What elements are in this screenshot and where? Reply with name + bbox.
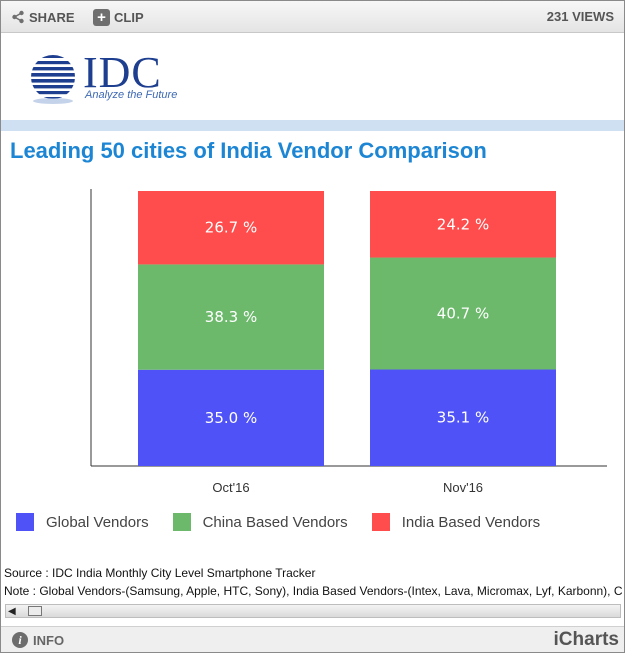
legend-label-global: Global Vendors bbox=[46, 513, 149, 531]
bar-segment-india-0[interactable] bbox=[138, 191, 324, 265]
stacked-bar-chart: 35.0 % 38.3 % 26.7 % 35.1 % 40.7 % 24.2 % Oct… bbox=[90, 189, 607, 495]
bar-segment-china-0[interactable] bbox=[138, 264, 324, 370]
x-tick-label: Oct'16 bbox=[212, 480, 249, 495]
icharts-brand[interactable]: iCharts bbox=[553, 629, 619, 650]
header-divider bbox=[1, 120, 624, 131]
info-label: INFO bbox=[33, 632, 65, 648]
info-icon: i bbox=[12, 632, 28, 648]
clip-label: CLIP bbox=[114, 9, 144, 25]
data-label: 38.3 % bbox=[205, 308, 257, 326]
legend-item-china[interactable]: China Based Vendors bbox=[172, 513, 348, 531]
share-label: SHARE bbox=[29, 9, 75, 25]
bar-segment-global-0[interactable] bbox=[138, 369, 324, 466]
legend-swatch-global bbox=[16, 513, 34, 531]
note-text: Note : Global Vendors-(Samsung, Apple, H… bbox=[4, 584, 623, 598]
logo-text: IDC bbox=[83, 48, 162, 97]
data-label: 35.0 % bbox=[205, 409, 257, 427]
share-button[interactable]: SHARE bbox=[11, 8, 75, 26]
footer-bar: i INFO iCharts bbox=[1, 626, 624, 652]
legend-item-global[interactable]: Global Vendors bbox=[16, 513, 149, 531]
chart-legend: Global Vendors China Based Vendors India… bbox=[16, 513, 564, 531]
chart-title: Leading 50 cities of India Vendor Compar… bbox=[10, 138, 487, 163]
legend-label-china: China Based Vendors bbox=[202, 513, 348, 531]
bar-segment-india-1[interactable] bbox=[370, 191, 556, 258]
data-label: 40.7 % bbox=[437, 305, 489, 323]
legend-swatch-india bbox=[371, 513, 390, 531]
bar-segment-china-1[interactable] bbox=[370, 257, 556, 370]
data-label: 24.2 % bbox=[437, 215, 489, 233]
globe-icon bbox=[31, 55, 75, 104]
bar-segment-global-1[interactable] bbox=[370, 369, 556, 466]
plus-icon: + bbox=[93, 8, 110, 26]
legend-swatch-china bbox=[172, 513, 191, 531]
source-text: Source : IDC India Monthly City Level Sm… bbox=[4, 566, 316, 580]
data-label: 26.7 % bbox=[205, 219, 257, 237]
info-button[interactable]: i INFO bbox=[12, 632, 64, 648]
scroll-left-arrow-icon[interactable]: ◀ bbox=[8, 606, 16, 617]
view-count: 231 VIEWS bbox=[546, 9, 614, 24]
logo-tagline: Analyze the Future bbox=[85, 89, 178, 101]
legend-label-india: India Based Vendors bbox=[401, 513, 541, 531]
toolbar: SHARE + CLIP 231 VIEWS bbox=[1, 1, 624, 33]
legend-item-india[interactable]: India Based Vendors bbox=[371, 513, 541, 531]
horizontal-scrollbar[interactable]: ◀ bbox=[5, 604, 621, 618]
clip-button[interactable]: + CLIP bbox=[93, 8, 144, 26]
x-tick-label: Nov'16 bbox=[443, 480, 483, 495]
data-label: 35.1 % bbox=[437, 409, 489, 427]
idc-logo: IDC Analyze the Future bbox=[25, 48, 185, 111]
share-icon bbox=[12, 10, 24, 24]
scrollbar-thumb[interactable] bbox=[28, 606, 42, 616]
